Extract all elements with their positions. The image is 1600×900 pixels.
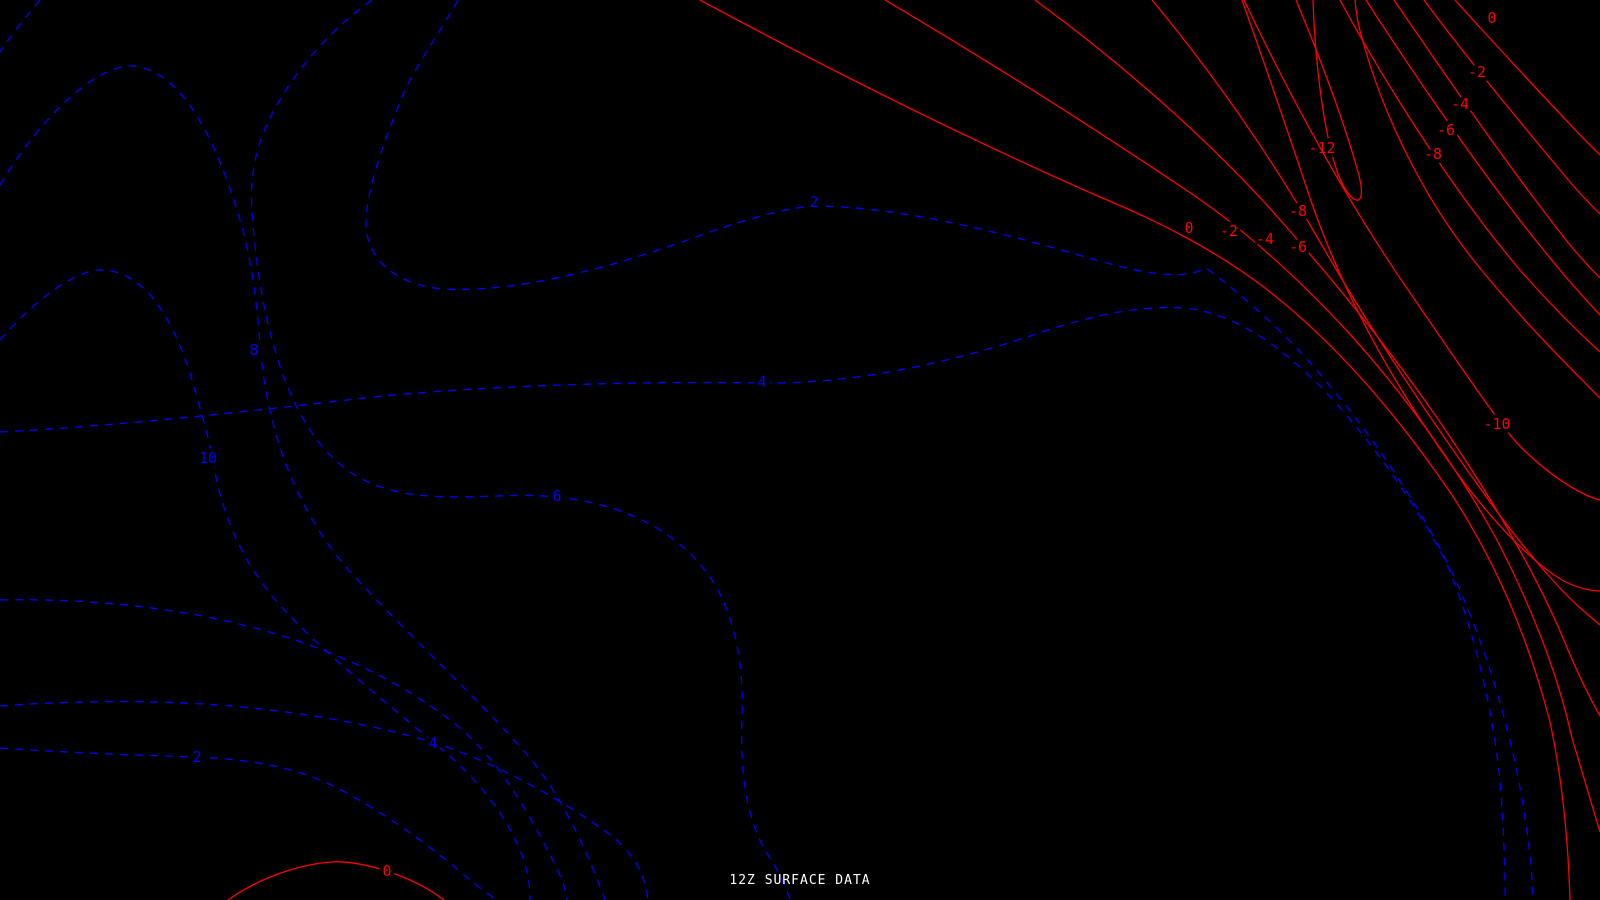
contour-line-red-neg6 <box>1151 0 1600 626</box>
contour-line-red-neg12-trough <box>1295 0 1363 201</box>
contour-value-label-red-neg6: -6 <box>1289 238 1307 256</box>
contour-line-red-neg10 <box>1243 0 1600 501</box>
contour-value-label-red-neg2: -2 <box>1220 222 1238 240</box>
contour-line-blue-corner <box>0 0 41 53</box>
contour-value-label-red-neg4-ne: -4 <box>1451 95 1469 113</box>
contour-line-red-neg4-ne <box>1393 0 1600 279</box>
contour-value-label-red-neg6-ne: -6 <box>1437 121 1455 139</box>
contour-value-label-red-neg10: -10 <box>1483 415 1510 433</box>
contour-line-blue-6 <box>250 0 791 900</box>
contour-value-label-red-0-ne: 0 <box>1487 9 1496 27</box>
contour-line-blue-8 <box>0 65 606 900</box>
contour-value-label-red-0-low: 0 <box>382 862 391 880</box>
contour-line-red-neg4 <box>1034 0 1600 717</box>
contour-line-red-0-ne <box>1454 0 1600 156</box>
contour-line-red-neg6-ne <box>1365 0 1600 316</box>
contour-line-blue-4-center <box>0 306 1506 900</box>
contour-line-red-0 <box>699 0 1571 900</box>
contour-value-label-red-neg12-trough: -12 <box>1308 139 1335 157</box>
contour-line-red-neg8-ne <box>1339 0 1600 353</box>
contour-value-label-red-neg8-ne: -8 <box>1424 145 1442 163</box>
contour-value-label-blue-10: 10 <box>199 449 217 467</box>
contour-value-label-red-neg8: -8 <box>1289 202 1307 220</box>
contour-value-label-red-0: 0 <box>1184 219 1193 237</box>
contour-line-red-0-low <box>227 861 445 900</box>
contour-line-red-neg8 <box>1241 0 1600 592</box>
map-title: 12Z SURFACE DATA <box>729 873 871 888</box>
contour-value-label-blue-6: 6 <box>552 487 561 505</box>
contour-value-label-blue-2-low: 2 <box>192 748 201 766</box>
contour-line-blue-10 <box>0 269 531 900</box>
contour-value-label-blue-4-low: 4 <box>428 734 437 752</box>
contour-value-label-blue-2: 2 <box>809 193 818 211</box>
contour-line-blue-2 <box>365 0 1534 900</box>
contour-line-red-neg10-ne <box>1354 0 1600 399</box>
contour-line-blue-low-mid <box>0 599 568 900</box>
contour-value-label-red-neg2-ne: -2 <box>1468 63 1486 81</box>
contour-value-label-blue-4-center: 4 <box>757 373 766 391</box>
contour-value-label-blue-8: 8 <box>249 341 258 359</box>
contour-value-label-red-neg4: -4 <box>1256 230 1274 248</box>
contour-line-blue-2-low <box>0 747 498 900</box>
contour-line-red-neg2-ne <box>1423 0 1600 215</box>
contour-line-blue-4-low <box>0 700 649 900</box>
contour-line-red-neg2 <box>884 0 1600 833</box>
